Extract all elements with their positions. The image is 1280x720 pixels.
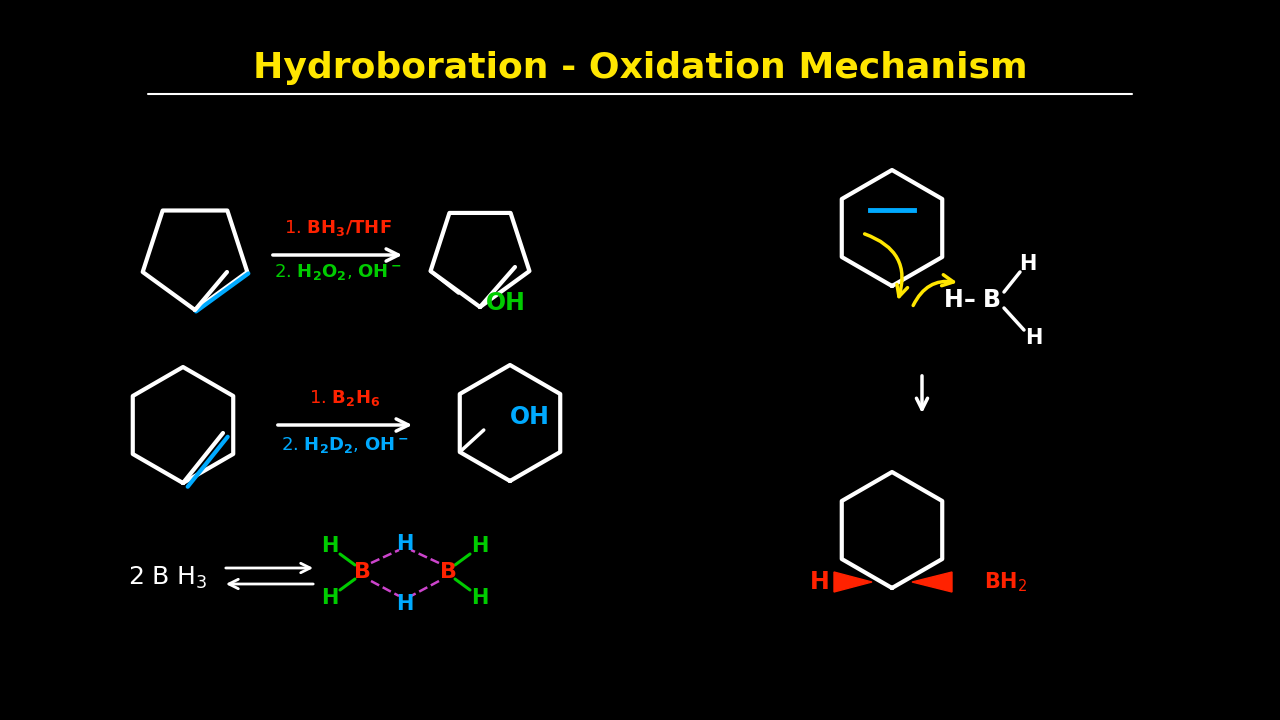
Polygon shape bbox=[911, 572, 952, 592]
Text: H: H bbox=[1025, 328, 1043, 348]
Text: B: B bbox=[983, 288, 1001, 312]
Text: OH: OH bbox=[485, 291, 525, 315]
Text: H: H bbox=[397, 534, 413, 554]
Polygon shape bbox=[835, 572, 872, 592]
Text: OH: OH bbox=[509, 405, 549, 429]
Text: 2 B H$_3$: 2 B H$_3$ bbox=[128, 565, 207, 591]
Text: H: H bbox=[397, 594, 413, 614]
Text: H: H bbox=[321, 588, 339, 608]
FancyArrowPatch shape bbox=[864, 234, 908, 297]
Text: 1. $\bf{BH_3/THF}$: 1. $\bf{BH_3/THF}$ bbox=[284, 218, 392, 238]
Text: 2. $\bf{H_2O_2}$, $\bf{OH^-}$: 2. $\bf{H_2O_2}$, $\bf{OH^-}$ bbox=[274, 262, 402, 282]
Text: H: H bbox=[471, 588, 489, 608]
FancyArrowPatch shape bbox=[913, 275, 954, 305]
Text: 1. $\bf{B_2H_6}$: 1. $\bf{B_2H_6}$ bbox=[310, 388, 380, 408]
Text: B: B bbox=[439, 562, 457, 582]
Text: H: H bbox=[1019, 254, 1037, 274]
Text: B: B bbox=[353, 562, 370, 582]
Text: H: H bbox=[810, 570, 829, 594]
Text: 2. $\bf{H_2D_2}$, $\bf{OH^-}$: 2. $\bf{H_2D_2}$, $\bf{OH^-}$ bbox=[282, 435, 408, 455]
Text: H: H bbox=[321, 536, 339, 556]
Text: BH$_2$: BH$_2$ bbox=[984, 570, 1028, 594]
Text: Hydroboration - Oxidation Mechanism: Hydroboration - Oxidation Mechanism bbox=[252, 51, 1028, 85]
Text: –: – bbox=[964, 288, 975, 312]
Text: H: H bbox=[471, 536, 489, 556]
Text: H: H bbox=[945, 288, 964, 312]
